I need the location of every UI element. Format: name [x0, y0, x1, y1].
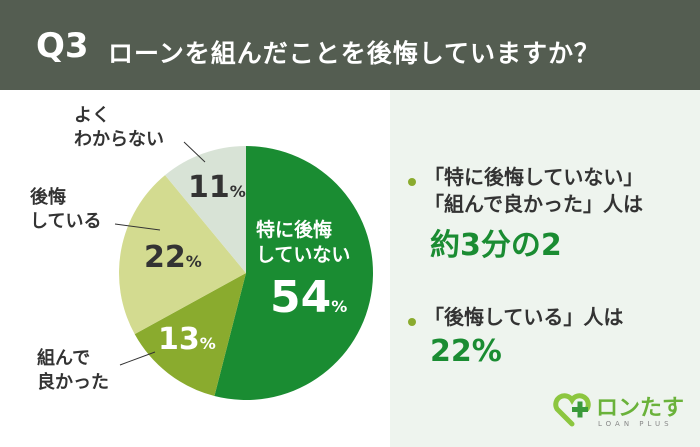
leader-line [119, 351, 156, 366]
label-line: 良かった [37, 372, 109, 393]
bullet-icon [408, 318, 416, 326]
summary-2: 「後悔している」人は [424, 305, 624, 329]
leader-line [183, 141, 206, 163]
summary-text: 「組んで良かった」人は [424, 192, 643, 216]
label-line: よく [74, 105, 110, 126]
header: Q3 ローンを組んだことを後悔していますか？ [0, 0, 700, 90]
logo-sub: LOAN PLUS [598, 420, 673, 428]
pie-slice-4 [165, 146, 246, 273]
data-label-good: 13% [158, 322, 216, 357]
label-line: している [30, 211, 102, 232]
data-label-no-regret: 54% [270, 272, 348, 323]
logo-name: ロンたす [596, 396, 685, 421]
page-title: ローンを組んだことを後悔していますか？ [108, 39, 601, 68]
logo: ロンたす LOAN PLUS [552, 392, 684, 432]
slice-label-regret: 後悔 している [30, 186, 101, 234]
slice-label-unsure: よく わからない [74, 104, 164, 152]
label-line: していない [256, 244, 351, 266]
summary-panel [390, 90, 700, 447]
bullet-icon [408, 178, 416, 186]
question-number: Q3 [36, 26, 89, 66]
label-line: 特に後悔 [256, 219, 333, 241]
data-label-unsure: 11% [188, 170, 246, 205]
leader-line [114, 223, 161, 231]
label-line: 組んで [37, 348, 91, 369]
label-line: 後悔 [30, 187, 66, 208]
pie-slice-3 [118, 175, 246, 335]
pie-chart [114, 141, 374, 400]
slice-label-no-regret: 特に後悔 していない [256, 218, 350, 268]
data-label-regret: 22% [144, 240, 202, 275]
summary-2-value: 22% [430, 334, 502, 369]
label-line: わからない [74, 129, 164, 150]
pie-slice-1 [214, 146, 374, 400]
summary-text: 「特に後悔していない」 [424, 165, 644, 189]
summary-1: 「特に後悔していない」 「組んで良かった」人は [424, 164, 643, 218]
summary-1-value: 約3分の2 [430, 228, 562, 263]
pie-slice-2 [134, 273, 246, 397]
slice-label-good: 組んで 良かった [37, 347, 109, 395]
heart-plus-icon [553, 393, 591, 427]
